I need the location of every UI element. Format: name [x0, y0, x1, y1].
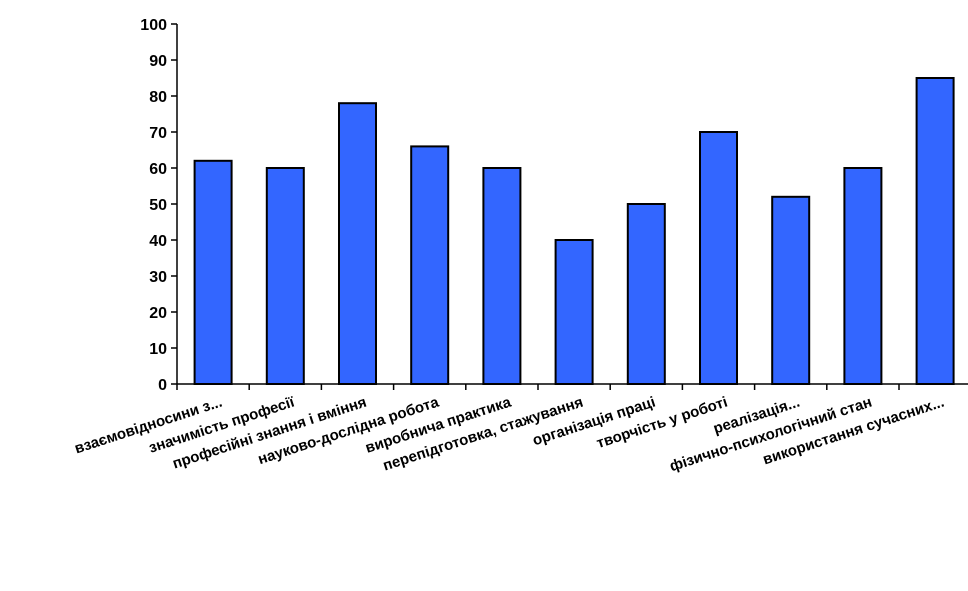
bar — [193, 159, 233, 385]
y-tick-label: 50 — [149, 197, 167, 214]
bar — [554, 239, 594, 385]
y-tick-label: 90 — [149, 53, 167, 70]
y-tick-label: 0 — [158, 377, 167, 394]
bar — [771, 195, 811, 385]
y-tick-label: 80 — [149, 89, 167, 106]
y-tick-label: 60 — [149, 161, 167, 178]
bar — [626, 203, 666, 385]
bar — [338, 102, 377, 385]
bar — [915, 77, 955, 385]
bar — [843, 167, 883, 385]
bar — [482, 167, 522, 385]
bar — [265, 167, 305, 385]
y-tick-label: 20 — [149, 305, 167, 322]
y-tick-label: 30 — [149, 269, 167, 286]
y-tick-label: 10 — [149, 341, 167, 358]
y-tick-label: 70 — [149, 125, 167, 142]
y-tick-label: 40 — [149, 233, 167, 250]
y-tick-label: 100 — [140, 17, 167, 34]
bar — [410, 145, 450, 385]
bar — [699, 131, 738, 385]
